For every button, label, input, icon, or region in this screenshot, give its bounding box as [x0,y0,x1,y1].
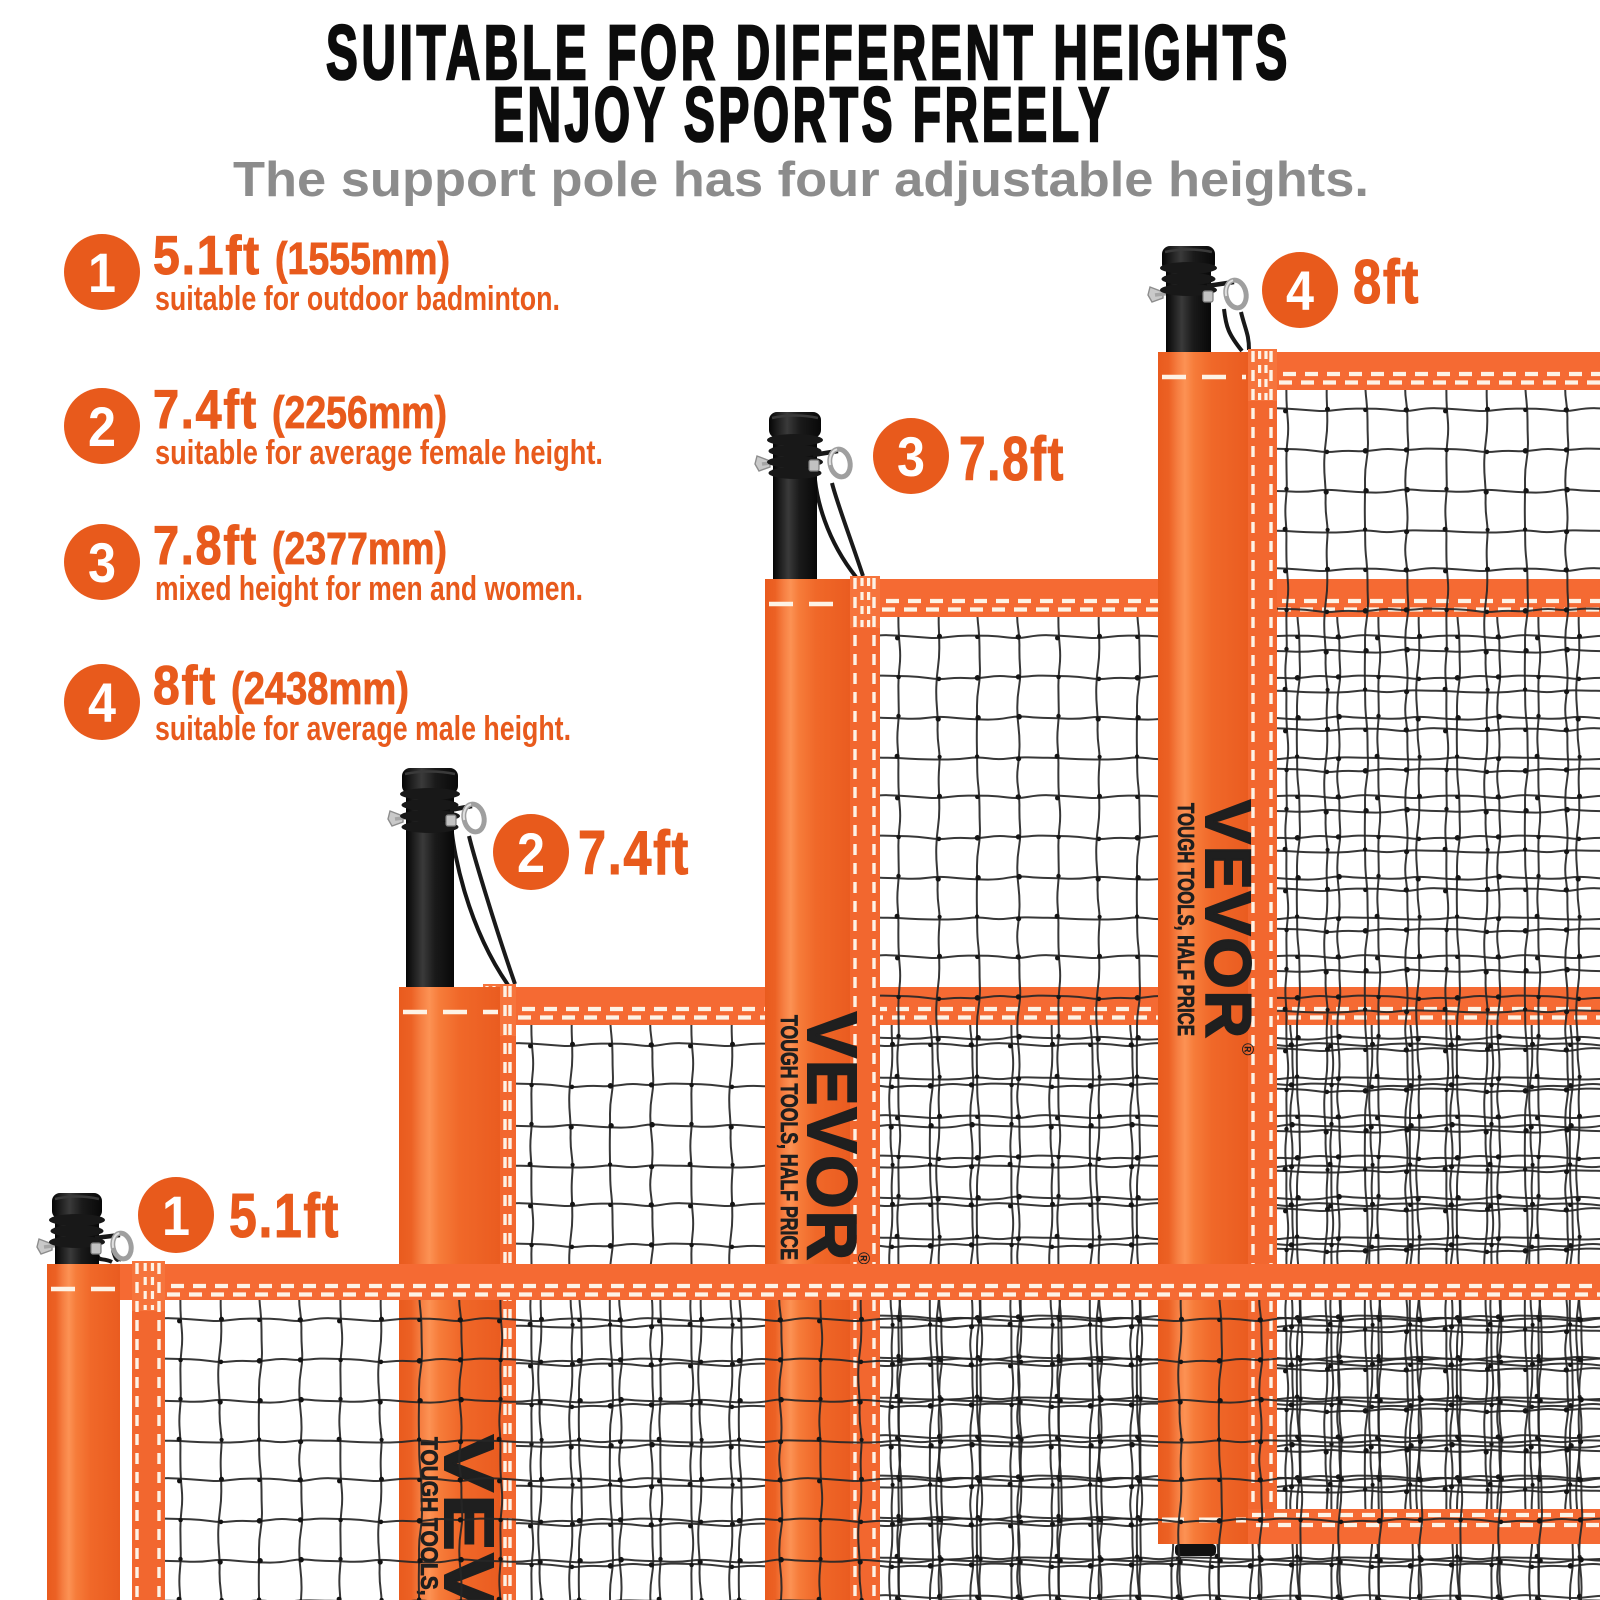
svg-text:7.4ft: 7.4ft [578,819,690,888]
svg-text:®: ® [854,1252,873,1265]
svg-text:2: 2 [517,821,545,884]
svg-text:TOUGH TOOLS, HALF PRICE: TOUGH TOOLS, HALF PRICE [775,1015,802,1260]
svg-text:(1555mm): (1555mm) [275,233,450,284]
svg-text:(2438mm): (2438mm) [231,663,409,714]
svg-text:7.8ft: 7.8ft [959,425,1065,494]
svg-text:7.4ft: 7.4ft [153,378,258,440]
svg-text:TOUGH TOOLS, HALF PRICE: TOUGH TOOLS, HALF PRICE [1173,803,1199,1036]
svg-text:7.8ft: 7.8ft [153,514,258,576]
svg-text:2: 2 [88,395,116,458]
svg-text:4: 4 [1286,259,1314,322]
svg-text:VEVOR: VEVOR [793,1012,871,1262]
svg-text:4: 4 [88,671,116,734]
svg-text:®: ® [1238,1043,1257,1056]
svg-text:1: 1 [162,1184,190,1247]
svg-text:ENJOY SPORTS FREELY: ENJOY SPORTS FREELY [493,72,1113,158]
svg-text:3: 3 [897,425,925,488]
svg-text:mixed height for men and women: mixed height for men and women. [155,570,583,608]
svg-text:SUITABLE FOR DIFFERENT HEIGHTS: SUITABLE FOR DIFFERENT HEIGHTS [326,10,1291,96]
svg-text:The support pole has four adju: The support pole has four adjustable hei… [233,153,1369,207]
svg-text:5.1ft: 5.1ft [153,224,261,286]
svg-text:5.1ft: 5.1ft [229,1182,340,1251]
svg-text:(2256mm): (2256mm) [272,387,447,438]
svg-text:suitable for average female he: suitable for average female height. [155,434,603,472]
svg-text:3: 3 [88,531,116,594]
svg-text:VEVOR: VEVOR [1192,800,1264,1040]
svg-text:suitable for average male heig: suitable for average male height. [155,710,571,748]
svg-text:8ft: 8ft [1353,248,1420,317]
svg-text:(2377mm): (2377mm) [272,523,447,574]
svg-text:1: 1 [88,241,116,304]
svg-text:8ft: 8ft [153,654,217,716]
svg-text:suitable for outdoor badminton: suitable for outdoor badminton. [155,280,560,318]
